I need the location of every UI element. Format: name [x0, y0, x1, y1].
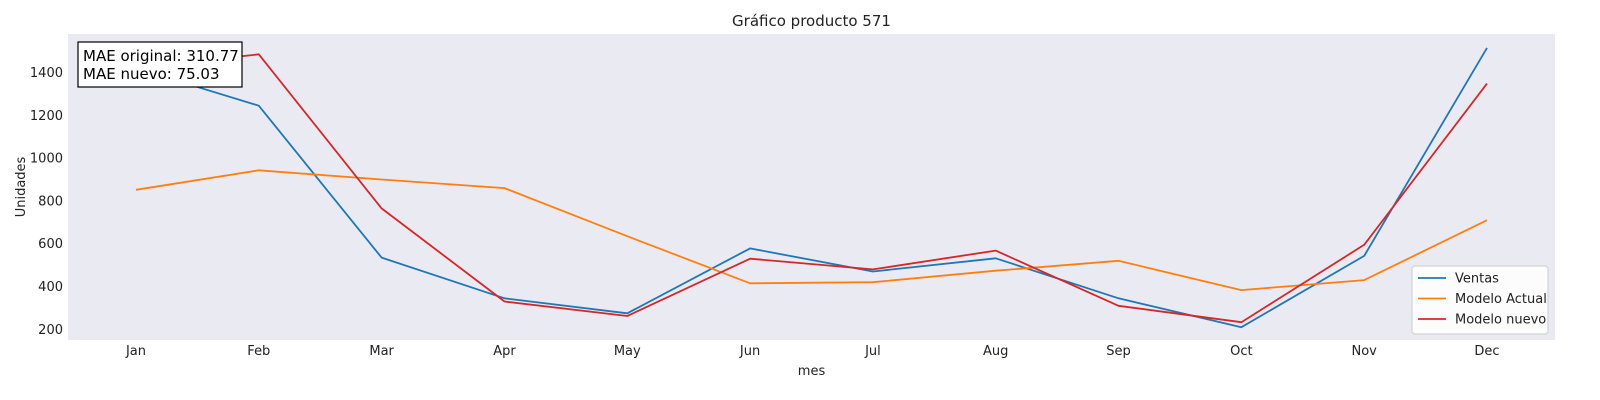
legend-label: Modelo nuevo [1455, 313, 1546, 328]
x-tick-label: Feb [247, 344, 270, 359]
annotation-line-1: MAE original: 310.77 [83, 47, 239, 65]
legend-label: Ventas [1455, 272, 1499, 287]
y-tick-label: 1400 [30, 66, 63, 81]
x-tick-label: Jan [125, 344, 146, 359]
x-tick-label: Sep [1106, 344, 1131, 359]
x-tick-label: May [614, 344, 641, 359]
series-lines [135, 47, 1488, 329]
legend-label: Modelo Actual [1455, 292, 1547, 307]
x-tick-label: Jun [739, 344, 760, 359]
legend: Ventas Modelo Actual Modelo nuevo [1411, 265, 1549, 335]
y-axis-ticks: 200 400 600 800 1000 1200 1400 [30, 66, 63, 338]
y-tick-label: 600 [38, 237, 63, 252]
x-tick-label: Apr [493, 344, 516, 359]
y-tick-label: 1200 [30, 109, 63, 124]
y-tick-label: 1000 [30, 152, 63, 167]
annotation-line-2: MAE nuevo: 75.03 [83, 65, 220, 83]
annotation-frame [77, 41, 243, 88]
x-tick-label: Nov [1351, 344, 1377, 359]
series-line-modelo-nuevo [135, 53, 1488, 324]
x-tick-label: Oct [1230, 344, 1252, 359]
y-axis-label: Unidades [14, 156, 29, 217]
series-line-ventas [135, 47, 1488, 329]
plot-area [68, 34, 1555, 340]
x-tick-label: Aug [983, 344, 1008, 359]
chart-title: Gráfico producto 571 [732, 12, 891, 30]
y-tick-label: 800 [38, 194, 63, 209]
x-tick-label: Mar [369, 344, 394, 359]
x-tick-label: Jul [864, 344, 881, 359]
x-tick-label: Dec [1474, 344, 1499, 359]
series-line-modelo-actual [135, 169, 1488, 292]
legend-frame [1411, 265, 1549, 335]
y-tick-label: 200 [38, 323, 63, 338]
y-tick-label: 400 [38, 280, 63, 295]
mae-annotation-box: MAE original: 310.77 MAE nuevo: 75.03 [77, 41, 243, 88]
x-axis-label: mes [798, 364, 826, 379]
x-axis-ticks: Jan Feb Mar Apr May Jun Jul Aug Sep Oct Nov Dec [125, 344, 1500, 359]
